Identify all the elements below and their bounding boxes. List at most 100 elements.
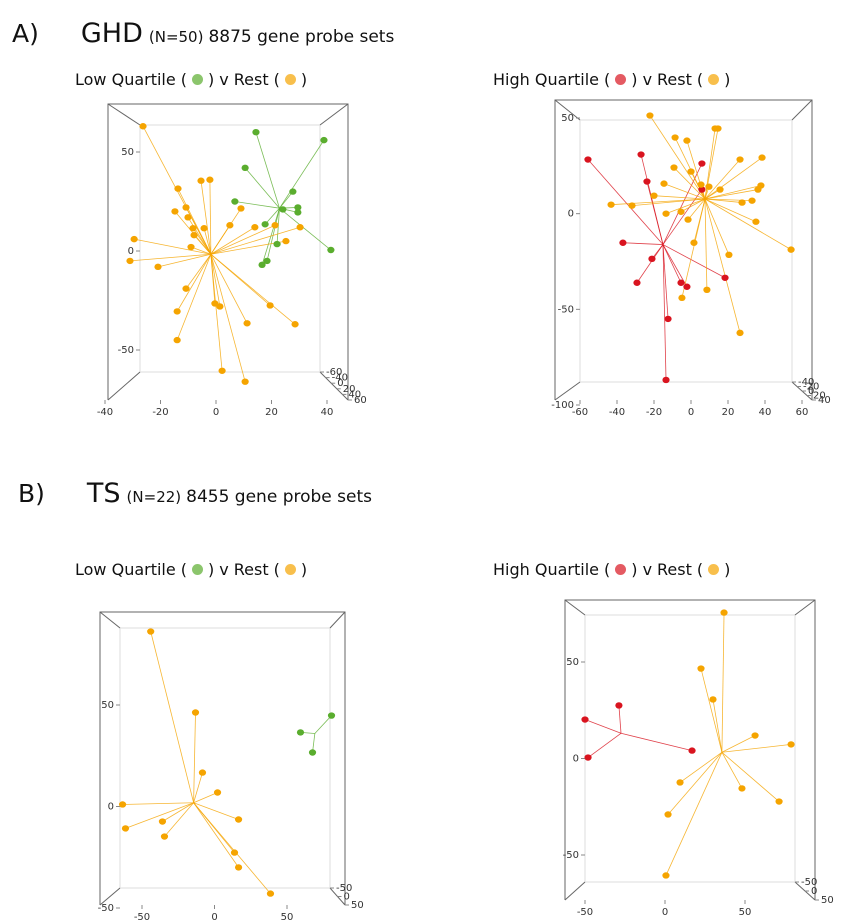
point	[266, 302, 274, 309]
box-edge	[319, 371, 349, 401]
point	[716, 186, 724, 193]
point	[226, 222, 234, 229]
spoke	[704, 185, 762, 200]
point	[320, 136, 328, 144]
spoke	[704, 198, 741, 333]
x-tick-label: 0	[662, 907, 668, 918]
x-tick-label: 0	[213, 407, 219, 418]
point	[584, 754, 592, 761]
point	[687, 168, 695, 175]
point	[308, 749, 317, 756]
spoke	[704, 198, 730, 255]
panel-header: B) TS (N=22) 8455 gene probe sets	[18, 478, 372, 509]
point	[678, 294, 686, 302]
y-tick-label: -50	[558, 304, 574, 315]
x-tick-label: 20	[265, 407, 278, 418]
legend-label: High Quartile	[493, 70, 599, 89]
spoke	[314, 715, 332, 734]
spoke	[622, 242, 663, 245]
legend-label: Rest	[233, 70, 269, 89]
x-tick-label: -50	[577, 907, 593, 918]
point	[711, 125, 719, 132]
spoke	[646, 181, 664, 245]
point	[327, 246, 335, 254]
spoke	[618, 705, 622, 734]
point	[231, 198, 239, 205]
legend-swatch	[708, 74, 720, 85]
point	[251, 224, 259, 231]
point	[619, 239, 627, 246]
z-tick-label: 0	[344, 892, 350, 903]
spoke	[620, 732, 693, 751]
z-tick-label: -50	[801, 877, 817, 888]
point	[206, 176, 214, 183]
x-tick-label: 50	[739, 907, 752, 918]
point	[748, 197, 756, 204]
x-tick-label: 40	[759, 407, 772, 418]
point	[677, 208, 685, 215]
point	[197, 177, 205, 184]
legend-text: )	[724, 70, 731, 89]
spoke	[721, 744, 792, 753]
panel-label: B)	[18, 479, 45, 508]
spoke	[673, 167, 706, 200]
z-tick-label: -40	[332, 373, 348, 384]
spoke	[712, 699, 723, 753]
point	[230, 849, 239, 856]
spoke	[193, 792, 218, 804]
spoke	[704, 159, 741, 200]
point	[697, 665, 705, 672]
point	[294, 209, 302, 216]
box-edge	[99, 611, 121, 629]
spoke	[704, 198, 757, 223]
spoke	[193, 234, 212, 255]
point	[139, 123, 147, 130]
legend: High Quartile() v Rest()	[493, 560, 735, 579]
point	[703, 286, 711, 294]
box-edge	[99, 887, 121, 906]
box-edge	[319, 103, 349, 126]
spoke	[210, 254, 248, 324]
point	[758, 154, 766, 161]
box-edge	[554, 381, 581, 401]
box-edge	[329, 611, 346, 629]
spoke	[584, 719, 622, 734]
x-tick-label: -40	[609, 407, 625, 418]
point	[683, 137, 691, 144]
point	[677, 279, 685, 286]
point	[775, 798, 783, 805]
legend-text: )	[300, 70, 308, 89]
x-tick-label: -20	[152, 407, 168, 418]
y-tick-label: 50	[121, 147, 134, 158]
spoke	[662, 244, 726, 279]
spoke	[704, 189, 759, 200]
point	[662, 376, 670, 384]
z-tick-label: 60	[354, 395, 367, 406]
y-tick-label: 50	[101, 700, 114, 711]
x-tick-label: 60	[796, 407, 809, 418]
point	[213, 789, 222, 796]
legend-text: (	[603, 70, 611, 89]
point	[118, 801, 127, 808]
spoke	[680, 198, 706, 213]
spoke	[234, 201, 280, 209]
y-tick-label: -50	[98, 903, 114, 914]
x-tick-label: -40	[97, 407, 113, 418]
point	[130, 235, 138, 243]
point	[688, 747, 696, 754]
legend-text: ) v	[631, 560, 653, 579]
x-tick-label: -20	[646, 407, 662, 418]
spoke	[704, 157, 763, 200]
panel-header: A) GHD (N=50) 8875 gene probe sets	[12, 18, 394, 49]
point	[263, 257, 271, 265]
point	[187, 243, 195, 251]
legend: Low Quartile() v Rest()	[75, 560, 312, 579]
z-tick-label: 0	[808, 386, 814, 397]
point	[184, 214, 192, 221]
point	[126, 257, 134, 265]
point	[234, 816, 243, 823]
legend-text: (	[180, 560, 187, 579]
point	[261, 221, 269, 228]
point	[607, 201, 615, 208]
